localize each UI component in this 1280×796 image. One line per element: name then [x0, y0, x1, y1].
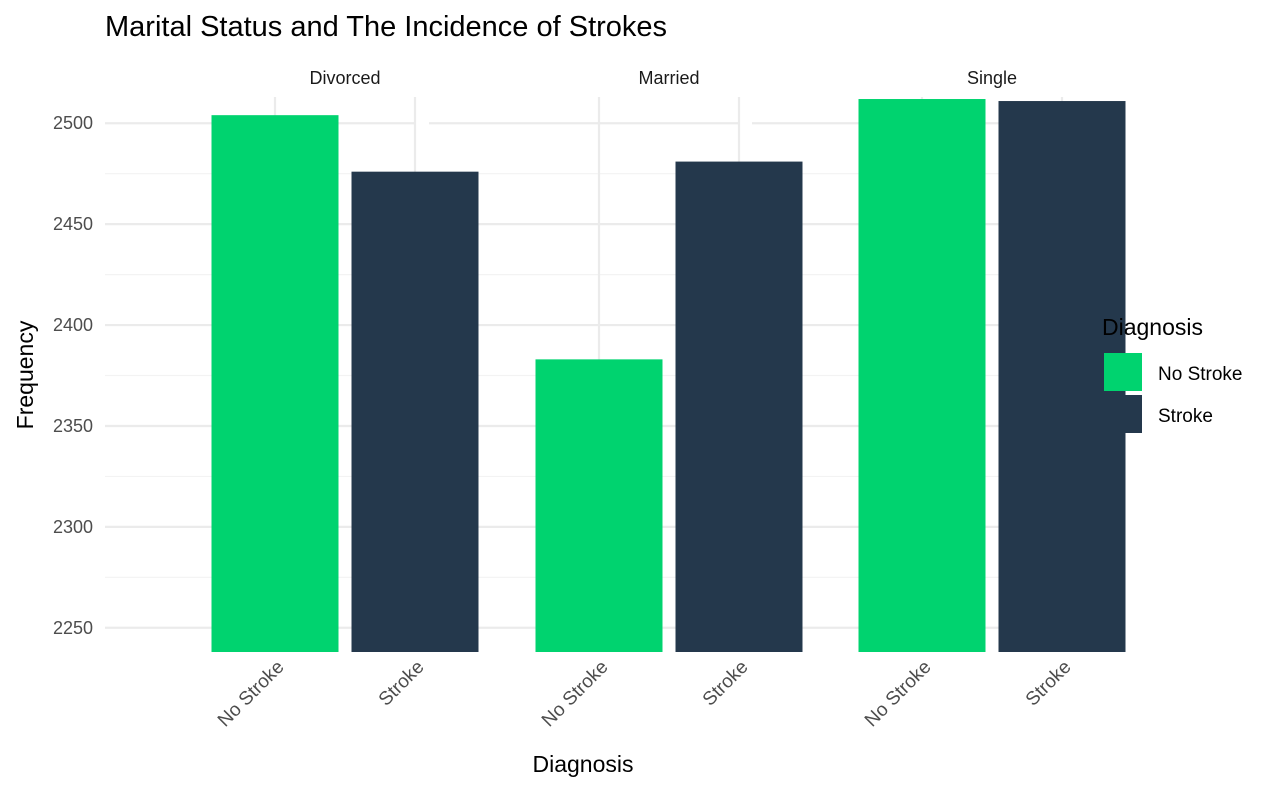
y-tick-label: 2300	[53, 517, 93, 537]
chart-title: Marital Status and The Incidence of Stro…	[105, 11, 667, 43]
legend-label: Stroke	[1158, 406, 1213, 427]
legend: Diagnosis No Stroke Stroke	[1102, 314, 1242, 433]
y-tick-label: 2450	[53, 214, 93, 234]
bar-divorced-stroke	[351, 171, 479, 652]
x-tick-label: Stroke	[699, 657, 753, 711]
legend-key-stroke	[1104, 395, 1142, 433]
x-tick-label: No Stroke	[861, 657, 936, 732]
facet-label: Single	[967, 68, 1017, 88]
x-axis: No Stroke Stroke No Stroke Stroke No Stroke S…	[214, 657, 1076, 732]
x-axis-title: Diagnosis	[533, 751, 634, 777]
facet-label: Married	[638, 68, 699, 88]
x-tick-label: No Stroke	[214, 657, 289, 732]
y-tick-label: 2500	[53, 113, 93, 133]
y-axis: 2250 2300 2350 2400 2450 2500	[53, 113, 93, 638]
bar-married-stroke	[675, 161, 803, 652]
x-tick-label: No Stroke	[538, 657, 613, 732]
x-tick-label: Stroke	[1022, 657, 1076, 711]
bars-layer	[211, 99, 1126, 652]
bar-married-no-stroke	[535, 359, 663, 652]
facet-label: Divorced	[309, 68, 380, 88]
bar-divorced-no-stroke	[211, 115, 339, 652]
y-tick-label: 2250	[53, 618, 93, 638]
legend-key-no-stroke	[1104, 353, 1142, 391]
y-tick-label: 2350	[53, 416, 93, 436]
facet-strips: Divorced Married Single	[309, 68, 1017, 88]
bar-single-no-stroke	[858, 99, 986, 652]
y-axis-title: Frequency	[12, 320, 38, 429]
legend-title: Diagnosis	[1102, 314, 1203, 340]
legend-label: No Stroke	[1158, 364, 1242, 385]
x-tick-label: Stroke	[375, 657, 429, 711]
y-tick-label: 2400	[53, 315, 93, 335]
